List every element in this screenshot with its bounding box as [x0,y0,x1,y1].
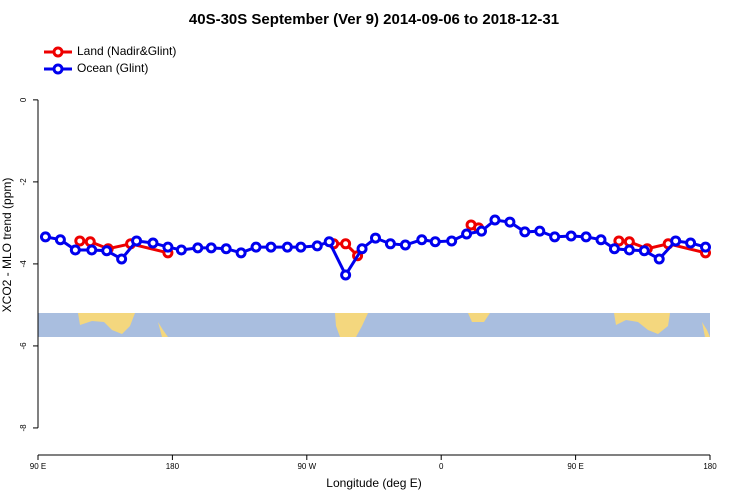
data-point [369,232,381,244]
data-point [534,225,546,237]
legend-marker [52,46,64,58]
data-point [489,214,501,226]
x-tick-label: 90 E [567,462,583,471]
y-tick-label: -2 [19,178,28,186]
data-point [340,238,352,250]
data-point [220,243,232,255]
data-point [638,245,650,257]
data-point [116,253,128,265]
data-point [131,235,143,247]
data-point [235,247,247,259]
data-point [623,244,635,256]
x-tick-label: 180 [166,462,180,471]
data-point [162,241,174,253]
data-point [429,236,441,248]
y-tick-label: -8 [19,424,28,432]
data-point [250,241,262,253]
data-point [399,239,411,251]
data-point [311,240,323,252]
data-point [519,226,531,238]
data-point [281,241,293,253]
data-point [192,242,204,254]
data-point [700,241,712,253]
x-tick-label: 180 [703,462,717,471]
data-point [384,238,396,250]
data-point [101,245,113,257]
data-point [653,253,665,265]
data-point [39,231,51,243]
y-tick-label: -4 [19,260,28,268]
data-point [54,234,66,246]
data-point [670,235,682,247]
legend-label: Ocean (Glint) [77,61,148,75]
data-point [86,244,98,256]
data-point [595,234,607,246]
y-tick-label: 0 [19,97,28,102]
data-point [295,241,307,253]
x-tick-label: 0 [439,462,444,471]
data-point [356,243,368,255]
chart-title: 40S-30S September (Ver 9) 2014-09-06 to … [189,11,559,28]
data-point [74,235,86,247]
data-point [608,243,620,255]
data-point [205,242,217,254]
data-point [175,244,187,256]
data-point [580,231,592,243]
data-point [565,230,577,242]
data-point [147,237,159,249]
data-point [613,235,625,247]
data-point [323,236,335,248]
map-strip [38,313,710,337]
data-point [685,237,697,249]
data-point [549,231,561,243]
x-tick-label: 90 E [30,462,46,471]
legend-marker [52,63,64,75]
data-point [265,241,277,253]
x-axis-label: Longitude (deg E) [326,476,421,490]
data-point [69,244,81,256]
x-tick-label: 90 W [297,462,316,471]
data-point [446,235,458,247]
data-point [416,234,428,246]
data-point [340,269,352,281]
legend-label: Land (Nadir&Glint) [77,44,176,58]
y-axis-label: XCO2 - MLO trend (ppm) [0,178,14,313]
data-point [84,236,96,248]
y-tick-label: -6 [19,342,28,350]
data-point [461,228,473,240]
data-point [476,225,488,237]
data-point [504,216,516,228]
